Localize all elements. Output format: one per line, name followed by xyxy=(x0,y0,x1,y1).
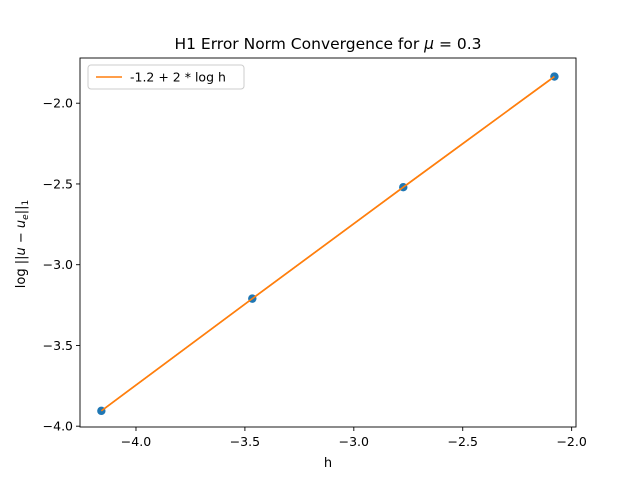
series-line-overlay-1 xyxy=(100,75,555,412)
legend-box xyxy=(87,64,245,90)
chart-title-prefix: H1 Error Norm Convergence for xyxy=(174,35,424,53)
plot-area: −4.0 −3.5 −3.0 −2.5 −2.0 −4.0 −3.5 −3.0 −2.5 −2.0… xyxy=(43,57,587,449)
x-tick-label: −3.0 xyxy=(339,434,369,449)
x-tick-label: −2.5 xyxy=(448,434,478,449)
legend-label: -1.2 + 2 * log h xyxy=(130,70,226,85)
y-axis-label-suffix: || xyxy=(14,206,29,215)
chart-title: H1 Error Norm Convergence for μ = 0.3 xyxy=(174,35,481,53)
y-tick-label: −3.5 xyxy=(43,338,73,353)
chart-title-symbol: μ xyxy=(423,35,434,53)
y-axis-label-sub-e: e xyxy=(21,214,31,220)
y-tick-label: −2.5 xyxy=(43,176,73,191)
x-tick-label: −3.5 xyxy=(230,434,260,449)
x-axis-label: h xyxy=(324,456,332,471)
axes-frame xyxy=(79,57,577,428)
y-tick-label: −3.0 xyxy=(43,257,73,272)
y-axis-label: log ||u − ue||1 xyxy=(14,200,31,288)
y-axis-label-prefix: log || xyxy=(14,255,29,288)
x-tick-label: −2.0 xyxy=(556,434,586,449)
y-axis-label-sub-1: 1 xyxy=(21,200,31,206)
chart-title-suffix: = 0.3 xyxy=(434,35,482,53)
y-tick-label: −2.0 xyxy=(43,96,73,111)
y-tick-label: −4.0 xyxy=(43,419,73,434)
x-tick-label: −4.0 xyxy=(121,434,151,449)
y-axis-label-expr: u − u xyxy=(14,220,29,256)
